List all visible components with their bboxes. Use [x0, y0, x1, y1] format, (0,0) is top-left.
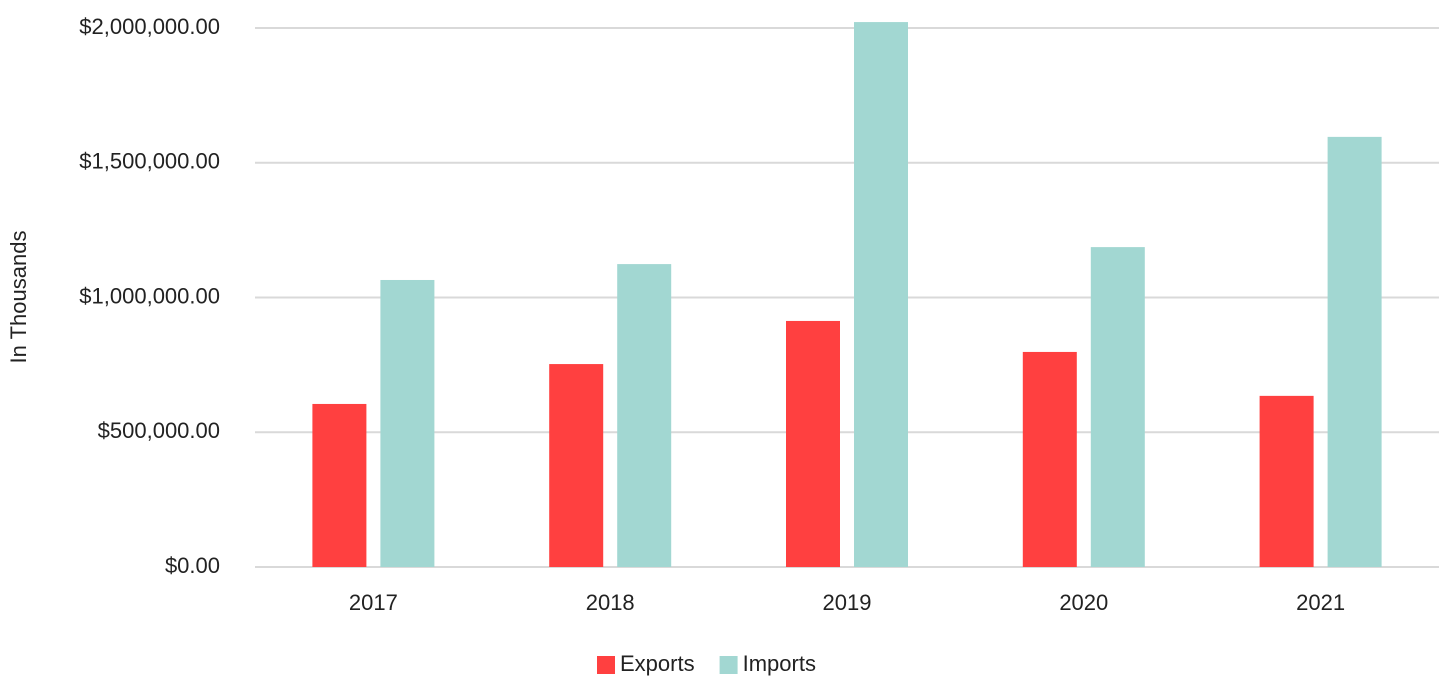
y-tick-label: $2,000,000.00: [79, 14, 220, 39]
bar: [617, 264, 672, 567]
x-tick-label: 2021: [1296, 590, 1345, 615]
bar: [380, 279, 435, 567]
x-tick-label: 2019: [823, 590, 872, 615]
legend-label: Exports: [620, 651, 695, 676]
legend-swatch: [719, 656, 738, 674]
x-tick-label: 2020: [1059, 590, 1108, 615]
bar: [549, 364, 604, 567]
y-tick-label: $1,500,000.00: [79, 149, 220, 174]
bar: [786, 320, 840, 567]
bar: [1327, 136, 1382, 568]
bar: [1090, 247, 1145, 567]
x-tick-label: 2017: [349, 590, 398, 615]
bar: [1022, 351, 1077, 567]
legend-swatch: [597, 656, 615, 674]
x-tick-label: 2018: [586, 590, 635, 615]
y-axis-title: In Thousands: [6, 231, 31, 364]
bar: [854, 22, 908, 568]
y-tick-label: $500,000.00: [98, 418, 220, 443]
bar: [312, 403, 367, 567]
legend-label: Imports: [743, 651, 816, 676]
bar: [1259, 395, 1314, 567]
y-tick-label: $1,000,000.00: [79, 283, 220, 308]
y-tick-label: $0.00: [165, 553, 220, 578]
